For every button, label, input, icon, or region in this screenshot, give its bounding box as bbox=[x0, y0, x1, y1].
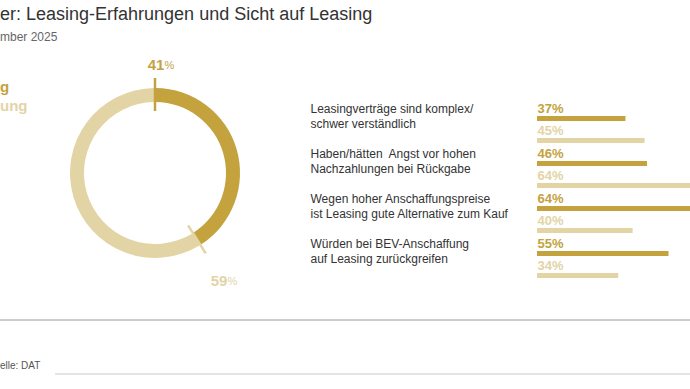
html-text:mber 2025: mber 2025 bbox=[0, 30, 58, 44]
svg-text:59%: 59% bbox=[211, 272, 238, 289]
svg-text:Würden bei BEV-Anschaffungauf: Würden bei BEV-Anschaffungauf Leasing zu… bbox=[311, 237, 470, 267]
svg-text:ung: ung bbox=[0, 97, 28, 114]
svg-text:40%: 40% bbox=[538, 213, 564, 228]
svg-text:55%: 55% bbox=[538, 236, 564, 251]
svg-text:37%: 37% bbox=[538, 101, 564, 116]
svg-text:45%: 45% bbox=[538, 123, 564, 138]
svg-text:64%: 64% bbox=[538, 168, 564, 183]
svg-text:46%: 46% bbox=[538, 146, 564, 161]
html-text:er: Leasing-Erfahrungen und Si: er: Leasing-Erfahrungen und Sicht auf Le… bbox=[0, 4, 373, 24]
svg-text:34%: 34% bbox=[538, 258, 564, 273]
svg-text:Leasingverträge sind komplex/s: Leasingverträge sind komplex/schwer vers… bbox=[311, 102, 474, 132]
svg-text:Haben/hätten Angst vor hohenN: Haben/hätten Angst vor hohenNachzahlunge… bbox=[311, 147, 476, 177]
svg-text:Wegen hoher Anschaffungspreise: Wegen hoher Anschaffungspreiseist Leasin… bbox=[311, 192, 509, 222]
svg-text:g: g bbox=[0, 78, 9, 95]
html-text:elle: DAT: elle: DAT bbox=[0, 360, 41, 371]
svg-text:41%: 41% bbox=[148, 56, 175, 73]
svg-text:64%: 64% bbox=[538, 191, 564, 206]
